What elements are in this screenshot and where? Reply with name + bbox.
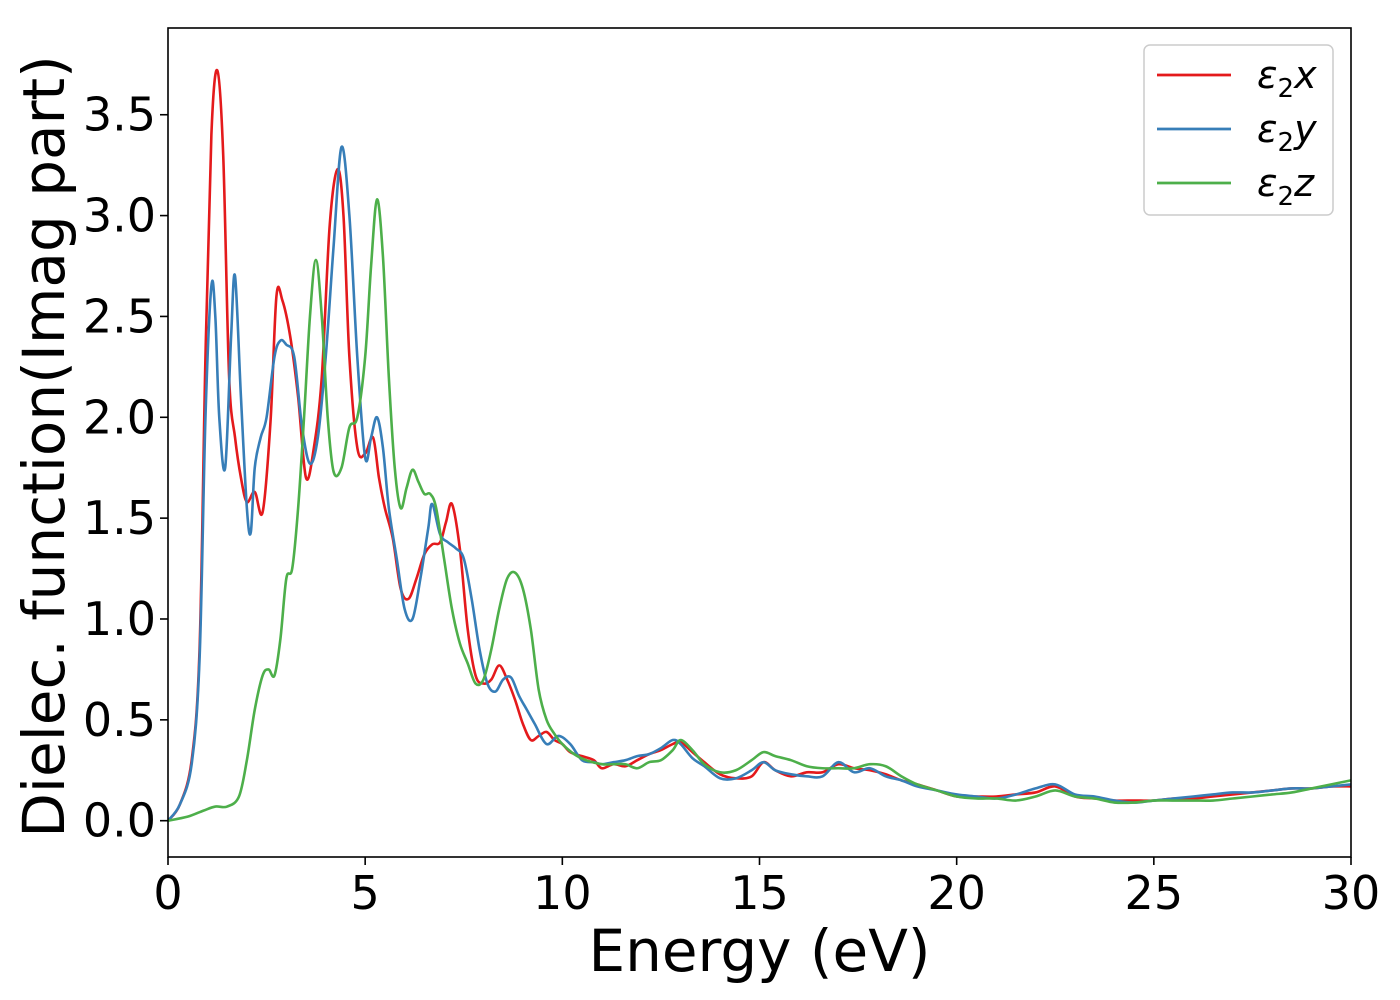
x-tick-label: 10 (533, 866, 592, 920)
y-tick-label: 3.0 (83, 189, 156, 243)
x-tick-label: 25 (1125, 866, 1184, 920)
y-tick-label: 2.0 (83, 390, 156, 444)
x-tick-label: 30 (1322, 866, 1381, 920)
x-axis-label: Energy (eV) (588, 917, 930, 985)
x-tick-label: 5 (351, 866, 380, 920)
y-tick-label: 0.0 (83, 794, 156, 848)
y-axis-label: Dielec. function(Imag part) (10, 55, 78, 838)
y-tick-label: 1.0 (83, 592, 156, 646)
x-tick-label: 0 (153, 866, 182, 920)
y-tick-label: 1.5 (83, 491, 156, 545)
y-tick-label: 3.5 (83, 88, 156, 142)
x-tick-label: 20 (927, 866, 986, 920)
x-tick-label: 15 (730, 866, 789, 920)
y-tick-label: 0.5 (83, 693, 156, 747)
y-tick-label: 2.5 (83, 289, 156, 343)
